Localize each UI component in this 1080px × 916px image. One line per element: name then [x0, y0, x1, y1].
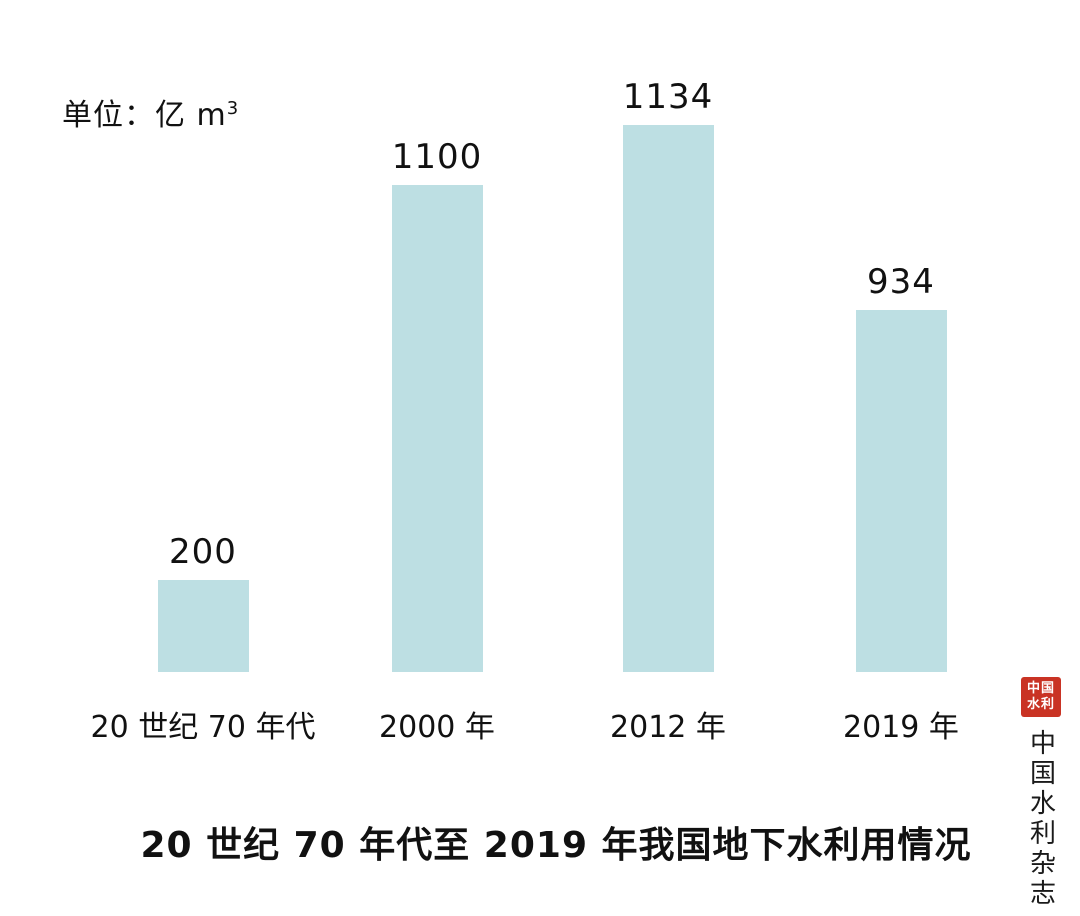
bar-category-label: 2012 年: [610, 710, 726, 745]
bar-group-2012: 1134 2012 年: [551, 0, 785, 745]
bar-group-2000: 1100 2000 年: [320, 0, 554, 745]
bar-value-label: 200: [169, 532, 237, 572]
bar-value-label: 1134: [622, 77, 714, 117]
bar: [157, 580, 249, 672]
bar-group-1970s: 200 20 世纪 70 年代: [86, 0, 320, 745]
bar-category-label: 2019 年: [843, 710, 959, 745]
seal-text-line1: 中国: [1026, 681, 1055, 697]
magazine-name-vertical-text: 中国水利杂志: [1025, 729, 1056, 909]
bar-category-label: 20 世纪 70 年代: [90, 710, 316, 745]
bar: [622, 125, 714, 672]
chart-title: 20 世纪 70 年代至 2019 年我国地下水利用情况: [140, 825, 972, 866]
magazine-seal-logo: 中国 水利: [1021, 677, 1061, 717]
bar-value-label: 934: [867, 262, 935, 302]
seal-text-line2: 水利: [1026, 697, 1055, 712]
bar: [855, 310, 947, 672]
bar-group-2019: 934 2019 年: [784, 0, 1018, 745]
bar: [391, 185, 483, 672]
unit-label-text: 单位：亿 m: [62, 98, 227, 133]
bar-value-label: 1100: [391, 137, 483, 177]
unit-label-superscript: 3: [226, 98, 240, 119]
unit-label: 单位：亿 m3: [62, 90, 239, 134]
bar-category-label: 2000 年: [379, 710, 495, 745]
